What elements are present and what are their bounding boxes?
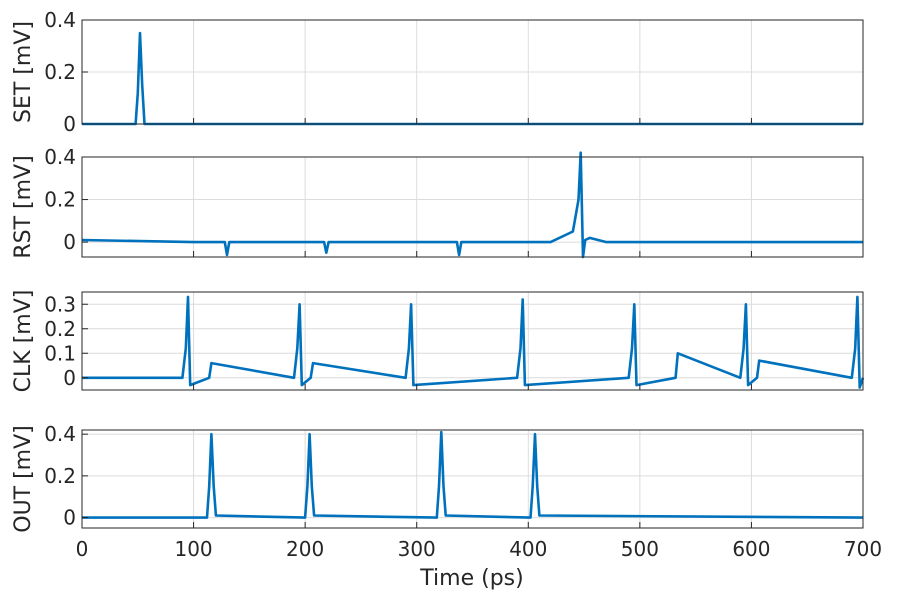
out-signal-line xyxy=(82,430,864,519)
rst-signal-line xyxy=(81,151,863,259)
rst-signal-panel: 0 0.2 0.4 RST [mV] xyxy=(11,145,864,259)
clk-y-tick-label: 0.2 xyxy=(44,317,76,341)
out-plot-background xyxy=(82,430,863,528)
out-x-tick-label: 700 xyxy=(844,537,882,561)
out-plot-frame xyxy=(81,429,864,529)
clk-signal-panel: 00.10.20.3 CLK [mV] xyxy=(11,290,865,393)
clk-y-axis-label: CLK [mV] xyxy=(11,290,36,393)
out-y-tick-label: 0.2 xyxy=(44,464,76,488)
clk-y-tick-label: 0.1 xyxy=(44,341,76,365)
rst-plot-frame xyxy=(81,156,864,258)
rst-y-tick-label: 0.4 xyxy=(44,145,76,169)
out-x-tick-label: 400 xyxy=(509,537,547,561)
out-x-tick-label: 500 xyxy=(621,537,659,561)
out-y-tick-label: 0.4 xyxy=(44,422,76,446)
out-x-tick-label: 300 xyxy=(398,537,436,561)
rst-y-axis-label: RST [mV] xyxy=(11,155,36,258)
rst-y-tick-label: 0 xyxy=(63,230,76,254)
clk-y-tick-label: 0 xyxy=(63,366,76,390)
out-signal-panel: 0 0.2 0.4 0 100 200 300 400 500 600 700 OUT [mV] xyxy=(11,422,882,561)
clk-y-tick-label: 0.3 xyxy=(44,292,76,316)
out-x-tick-label: 200 xyxy=(286,537,324,561)
x-axis-label: Time (ps) xyxy=(419,566,523,591)
set-y-tick-label: 0.2 xyxy=(44,60,76,84)
out-x-tick-label: 100 xyxy=(174,537,212,561)
set-y-tick-label: 0.4 xyxy=(44,8,76,32)
rst-y-tick-label: 0.2 xyxy=(44,188,76,212)
clk-plot-frame xyxy=(81,291,864,391)
clk-signal-line xyxy=(82,295,865,389)
set-y-tick-label: 0 xyxy=(63,112,76,136)
rst-plot-background xyxy=(82,157,863,257)
out-y-axis-label: OUT [mV] xyxy=(11,425,36,533)
out-y-tick-label: 0 xyxy=(63,506,76,530)
set-signal-panel: 0 0.2 0.4 SET [mV] xyxy=(11,8,864,136)
out-x-tick-label: 0 xyxy=(76,537,89,561)
set-y-axis-label: SET [mV] xyxy=(11,21,36,123)
out-x-tick-label: 600 xyxy=(732,537,770,561)
